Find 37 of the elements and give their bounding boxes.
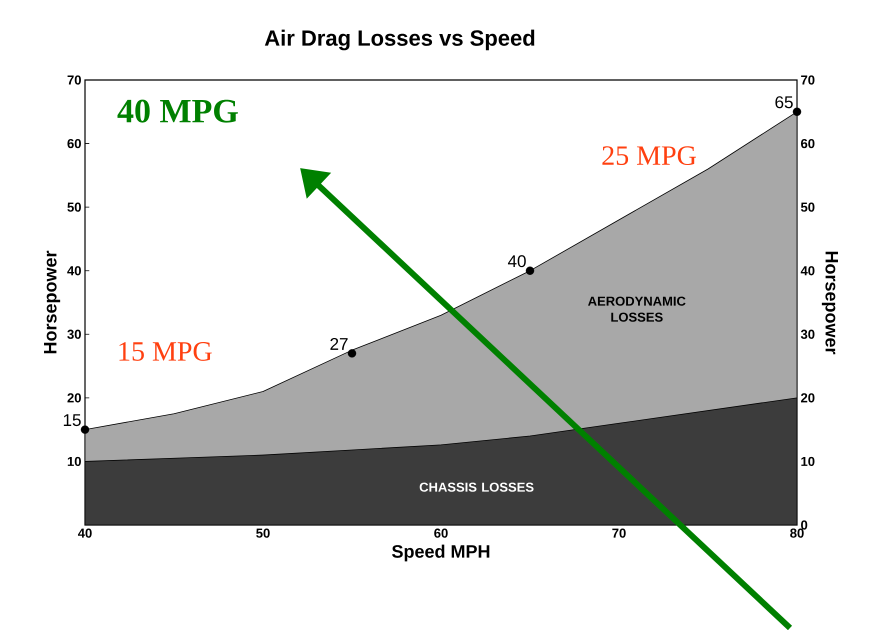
- y2-tick-label: 0: [801, 520, 808, 530]
- data-label: 65: [775, 96, 793, 108]
- y2-tick-label: 20: [800, 393, 814, 402]
- point: [80, 425, 90, 434]
- y-tick-label: 70: [68, 75, 81, 85]
- data-label: 15: [64, 414, 81, 426]
- point: [792, 108, 802, 116]
- annotation: AERODYNAMIC LOSSES: [588, 296, 686, 322]
- y2-tick-label: 30: [800, 330, 814, 339]
- y-axis-title: Horsepower: [44, 250, 60, 354]
- x-tick-label: 70: [612, 528, 626, 538]
- x-axis-title: Speed MPH: [392, 544, 490, 562]
- x-tick-label: 40: [78, 528, 92, 538]
- point: [348, 349, 356, 358]
- annotation: 25 MPG: [602, 146, 696, 166]
- y2-tick-label: 50: [800, 202, 814, 212]
- y-tick-label: 40: [67, 266, 81, 276]
- y-tick-label: 20: [67, 393, 81, 402]
- y2-tick-label: 40: [800, 266, 814, 276]
- y-tick-label: 60: [67, 138, 81, 148]
- y2-axis-title: Horsepower: [822, 252, 838, 354]
- y-tick-label: 50: [67, 202, 81, 212]
- chart-title: Air Drag Losses vs Speed: [264, 30, 534, 50]
- y-tick-label: 30: [67, 330, 81, 339]
- annotation: 15 MPG: [119, 342, 212, 361]
- y2-tick-label: 10: [801, 456, 814, 466]
- x-tick-label: 80: [790, 528, 804, 538]
- data-label: 27: [330, 338, 348, 350]
- y2-tick-label: 70: [801, 75, 814, 85]
- y-tick-label: 10: [68, 456, 81, 466]
- x-tick-label: 50: [256, 528, 270, 538]
- annotation: 40 MPG: [117, 100, 238, 123]
- x-tick-label: 60: [434, 528, 448, 538]
- y2-tick-label: 60: [801, 138, 814, 148]
- annotation: CHASSIS LOSSES: [420, 482, 534, 492]
- data-label: 40: [508, 255, 526, 268]
- point: [526, 266, 534, 275]
